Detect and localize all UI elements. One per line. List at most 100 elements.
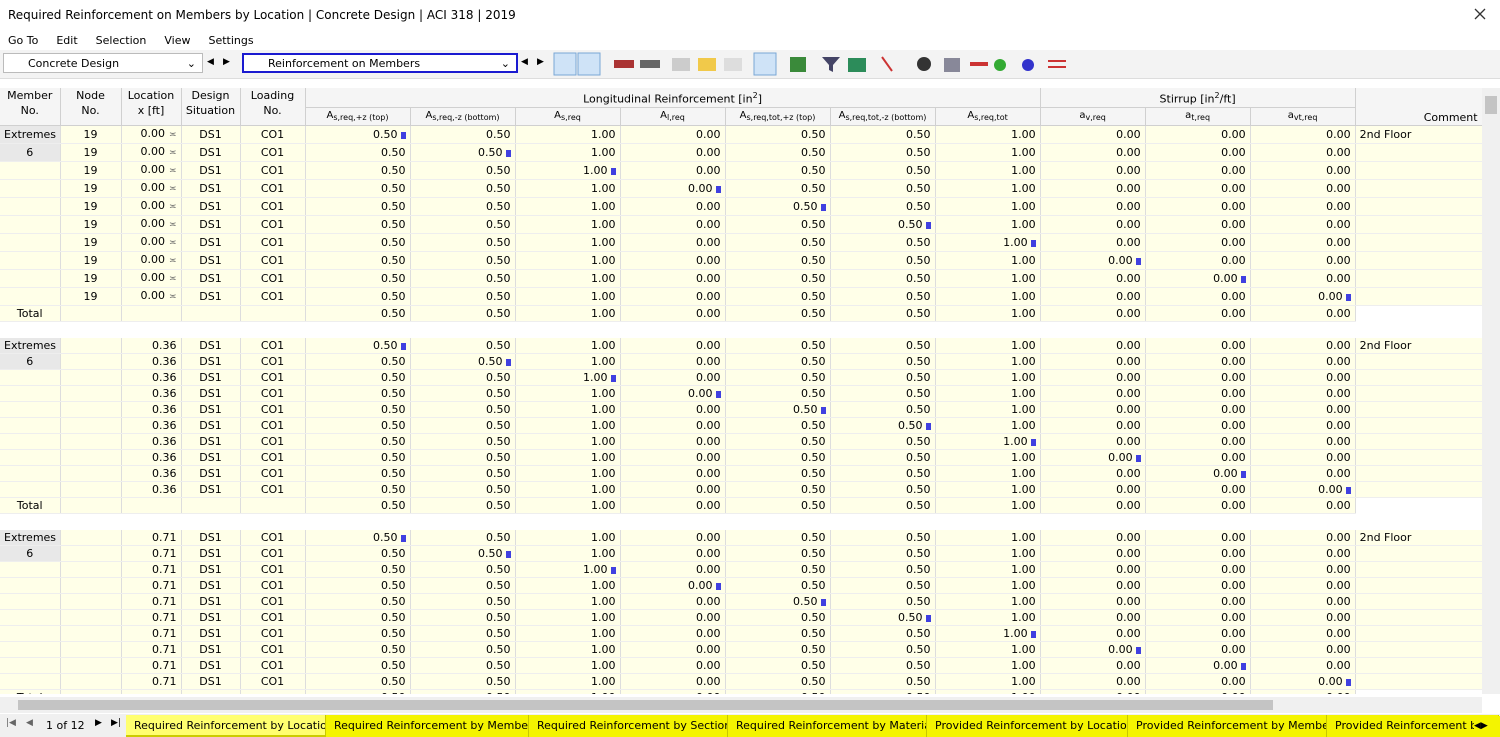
sheet-tab[interactable]: Required Reinforcement by Member [326, 715, 529, 737]
table-cell: 0.00 [1040, 529, 1146, 546]
table-cell [1355, 417, 1482, 434]
table-cell: 2nd Floor [1355, 337, 1482, 354]
cell-text: 0.50 [381, 578, 406, 592]
last-page[interactable]: ▶| [111, 718, 121, 728]
empty-cell [1145, 513, 1251, 530]
first-page[interactable]: |◀ [6, 718, 16, 728]
table-cell [60, 577, 122, 594]
module-dropdown[interactable]: Concrete Design ⌄ [3, 53, 203, 73]
cell-text: 1.00 [1011, 271, 1036, 285]
table-cell: 0.50 [410, 369, 516, 386]
cell-text: 0.50 [906, 594, 931, 608]
extreme-marker [820, 598, 826, 606]
table-cell: 0.50 [830, 641, 936, 658]
menu-item[interactable]: Settings [208, 34, 254, 47]
cell-text: 1.00 [1011, 127, 1036, 141]
table-cell: 0.00 [1250, 179, 1356, 198]
extreme-marker [505, 358, 511, 366]
table-cell: DS1 [181, 337, 241, 354]
vertical-scrollbar[interactable] [1482, 88, 1500, 694]
table-cell: 0.00 [1145, 143, 1251, 162]
table-cell: 0.00 [620, 269, 726, 288]
prev-button[interactable]: ◀ [521, 57, 528, 67]
horizontal-scrollbar[interactable] [0, 697, 1482, 713]
sheet-tab[interactable]: Provided Reinforcement by Location [927, 715, 1128, 737]
close-button[interactable] [1474, 8, 1486, 20]
table-dropdown[interactable]: Reinforcement on Members ⌄ [242, 53, 518, 73]
cell-text: 1.00 [591, 578, 616, 592]
cell-text: CO1 [260, 199, 285, 213]
cell-text: 0.71 [152, 562, 177, 576]
table-cell: 0.00 ≍ [121, 197, 182, 216]
cell-text: 1.00 [1011, 658, 1036, 672]
cell-text: 0.00 [696, 546, 721, 560]
table-cell: 0.36 [121, 481, 182, 498]
table-cell: 0.50 [725, 215, 831, 234]
menu-item[interactable]: Selection [95, 34, 147, 47]
cell-text: 0.50 [381, 370, 406, 384]
table-cell: 1.00 [515, 269, 621, 288]
table-cell: 0.00 [1145, 215, 1251, 234]
menu-item[interactable]: Go To [8, 34, 39, 47]
tab-bar: |◀ ◀ 1 of 12 ▶ ▶| Required Reinforcement… [0, 714, 1500, 737]
cell-text: 0.00 [1221, 674, 1246, 688]
column-header: av,req [1040, 107, 1146, 126]
table-cell: 0.50 [830, 449, 936, 466]
cell-text: 0.50 [801, 658, 826, 672]
extreme-marker [1240, 275, 1246, 283]
data-row: 0.36 DS1 CO1 0.50 0.50 1.00 0.00 0.50 0.50 1.00 0.… [0, 465, 1482, 482]
table-cell: 0.00 [1250, 449, 1356, 466]
extreme-marker [1345, 486, 1351, 494]
cell-text: 0.00 [1116, 386, 1141, 400]
cell-text: 0.00 [696, 482, 721, 496]
cell-text: 0.50 [486, 217, 511, 231]
cell-text: DS1 [199, 578, 222, 592]
extreme-marker [1030, 438, 1036, 446]
table-cell: 1.00 [935, 625, 1041, 642]
table-cell: 0.00 [1145, 609, 1251, 626]
table-cell [0, 385, 61, 402]
cell-text: 0.50 [801, 181, 826, 195]
empty-cell [1040, 513, 1146, 530]
cell-text: CO1 [260, 386, 285, 400]
sheet-tab[interactable]: Required Reinforcement by Location [126, 715, 326, 737]
next-page[interactable]: ▶ [95, 718, 102, 728]
cell-text: 0.00 [1326, 127, 1351, 141]
cell-text: 0.00 [1326, 354, 1351, 368]
prev-button[interactable]: ◀ [207, 57, 214, 67]
menu-item[interactable]: View [164, 34, 191, 47]
table-cell: 0.00 [1040, 673, 1146, 690]
next-button[interactable]: ▶ [223, 57, 230, 67]
prev-page[interactable]: ◀ [26, 718, 33, 728]
table-cell: 0.00 [1145, 197, 1251, 216]
next-button[interactable]: ▶ [537, 57, 544, 67]
table-cell [181, 497, 241, 514]
table-cell: 0.71 [121, 657, 182, 674]
table-cell: CO1 [240, 369, 306, 386]
table-cell: 0.50 [410, 577, 516, 594]
cell-text: 0.00 [1326, 370, 1351, 384]
table-cell [60, 305, 122, 322]
table-cell [1355, 143, 1482, 162]
extreme-marker [715, 582, 721, 590]
cell-text: 0.50 [801, 642, 826, 656]
sheet-tab[interactable]: Required Reinforcement by Section [529, 715, 728, 737]
cell-text: 0.50 [373, 127, 398, 141]
cell-text: 1.00 [1011, 594, 1036, 608]
cell-text: 0.00 [1116, 466, 1141, 480]
cell-text: 1.00 [1011, 145, 1036, 159]
sheet-tab[interactable]: Provided Reinforcement b [1327, 715, 1499, 737]
table-cell [60, 689, 122, 694]
sheet-tab[interactable]: Required Reinforcement by Material [728, 715, 927, 737]
menu-item[interactable]: Edit [56, 34, 78, 47]
tab-scroll[interactable]: ◀▶ [1474, 716, 1500, 737]
cell-text: 0.00 [1116, 594, 1141, 608]
cell-text: 0.00 [1108, 253, 1133, 267]
table-cell: 0.50 [725, 561, 831, 578]
table-cell: DS1 [181, 269, 241, 288]
table-cell: 0.50 [725, 385, 831, 402]
table-cell: CO1 [240, 561, 306, 578]
cell-text: 0.50 [381, 402, 406, 416]
empty-cell [1040, 321, 1146, 338]
sheet-tab[interactable]: Provided Reinforcement by Member [1128, 715, 1327, 737]
